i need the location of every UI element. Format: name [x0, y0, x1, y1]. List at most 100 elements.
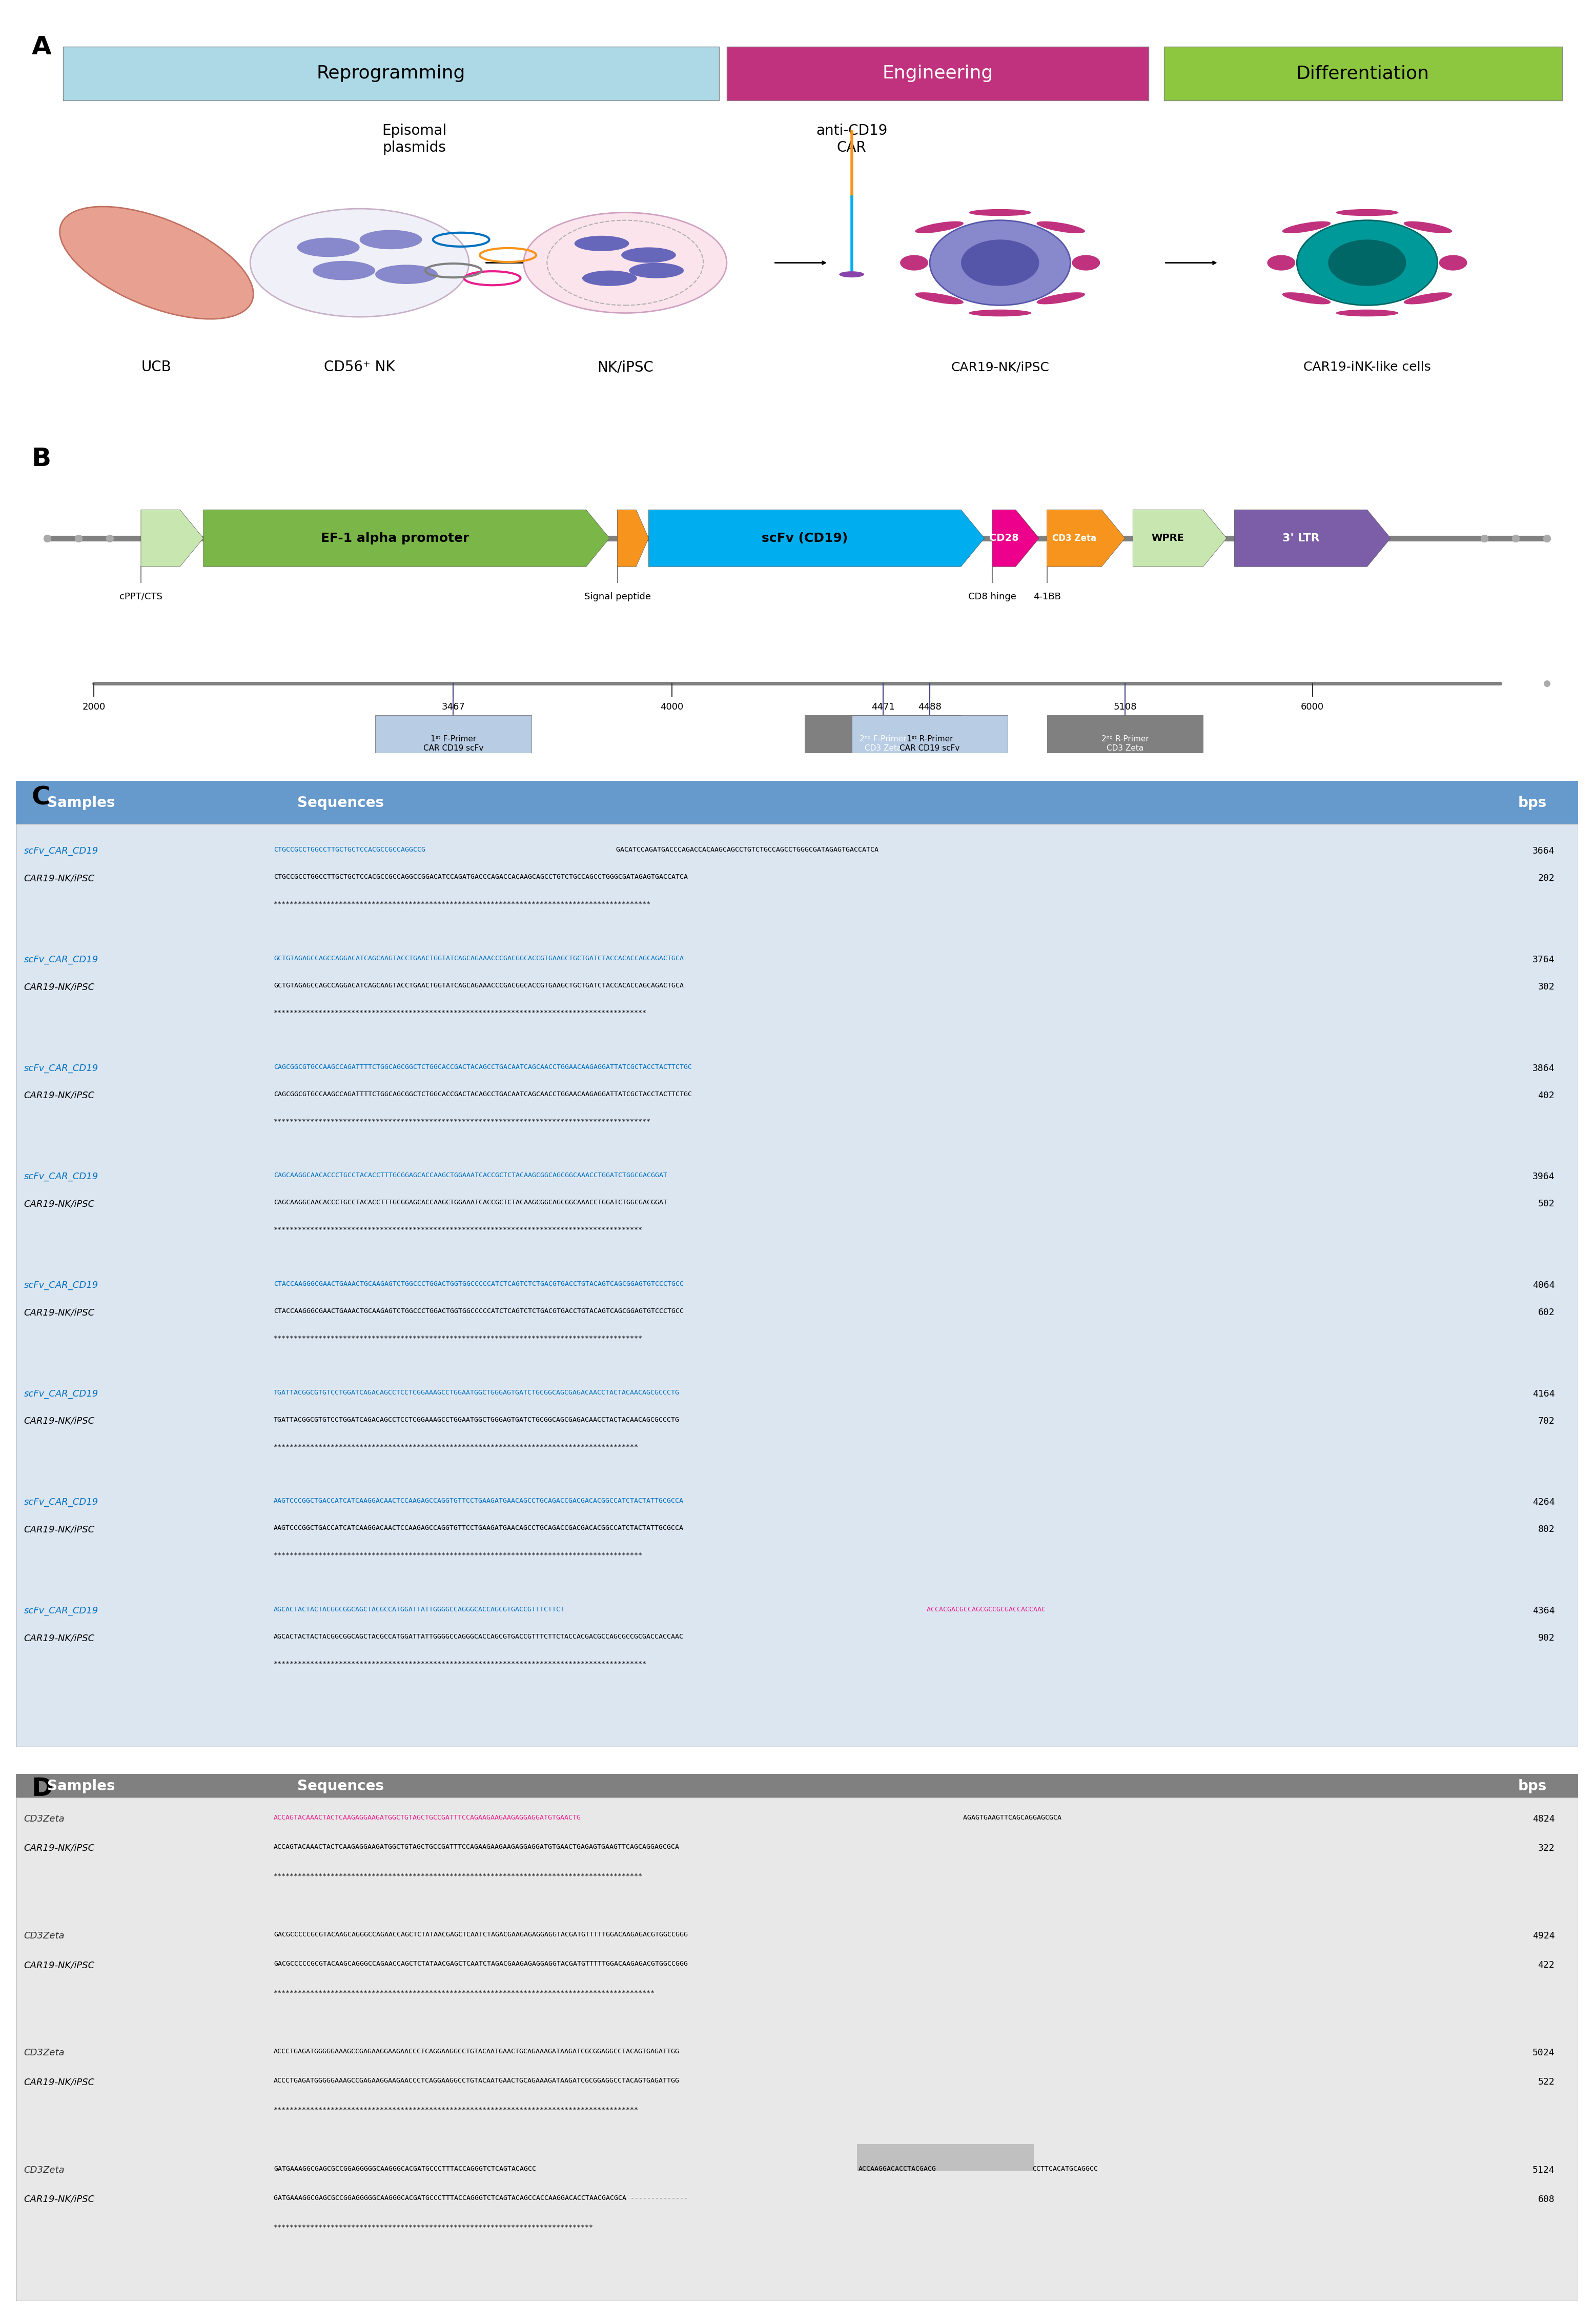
Text: 1ˢᵗ F-Primer
CAR CD19 scFv: 1ˢᵗ F-Primer CAR CD19 scFv	[424, 734, 483, 753]
Ellipse shape	[375, 265, 438, 284]
Text: scFv_CAR_CD19: scFv_CAR_CD19	[24, 1497, 99, 1506]
Text: 6000: 6000	[1301, 702, 1325, 711]
Text: Differentiation: Differentiation	[1296, 65, 1430, 81]
Bar	[858, 2145, 1035, 2171]
Text: ACCCTGAGATGGGGGAAAGCCGAGAAGGAAGAACCCTCAGGAAGGCCTGTACAATGAACTGCAGAAAGATAAGATCGCGG: ACCCTGAGATGGGGGAAAGCCGAGAAGGAAGAACCCTCAG…	[274, 2047, 679, 2054]
Ellipse shape	[1336, 209, 1398, 216]
FancyBboxPatch shape	[851, 716, 1007, 772]
Text: CAR19-NK/iPSC: CAR19-NK/iPSC	[24, 2078, 94, 2087]
Text: A: A	[32, 35, 51, 60]
Text: scFv_CAR_CD19: scFv_CAR_CD19	[24, 955, 99, 964]
Text: CAR19-NK/iPSC: CAR19-NK/iPSC	[24, 1634, 94, 1643]
Text: 2000: 2000	[83, 702, 105, 711]
Polygon shape	[649, 509, 985, 567]
Ellipse shape	[1282, 221, 1331, 232]
Text: 2ⁿᵈ R-Primer
CD3 Zeta: 2ⁿᵈ R-Primer CD3 Zeta	[1101, 734, 1149, 753]
Text: scFv_CAR_CD19: scFv_CAR_CD19	[24, 1390, 99, 1399]
Text: scFv_CAR_CD19: scFv_CAR_CD19	[24, 846, 99, 855]
Ellipse shape	[523, 211, 727, 314]
Text: GATGAAAGGCGAGCGCCGGAGGGGGCAAGGGCACGATGCCCTTTACCAGGGTCTCAGTACAGCC: GATGAAAGGCGAGCGCCGGAGGGGGCAAGGGCACGATGCC…	[274, 2166, 536, 2173]
Text: 3467: 3467	[442, 702, 465, 711]
Text: 522: 522	[1538, 2078, 1554, 2087]
Text: ********************************************************************************: ****************************************…	[274, 902, 650, 909]
Ellipse shape	[1036, 293, 1086, 304]
Text: CAR19-NK/iPSC: CAR19-NK/iPSC	[952, 360, 1049, 374]
Text: 5108: 5108	[1113, 702, 1137, 711]
Text: bps: bps	[1517, 1778, 1546, 1794]
Text: TGATTACGGCGTGTCCTGGATCAGACAGCCTCCTCGGAAAGCCTGGAATGGCTGGGAGTGATCTGCGGCAGCGAGACAAC: TGATTACGGCGTGTCCTGGATCAGACAGCCTCCTCGGAAA…	[274, 1415, 679, 1422]
Ellipse shape	[1267, 256, 1296, 270]
Text: 3764: 3764	[1532, 955, 1554, 964]
Text: 4924: 4924	[1532, 1931, 1554, 1941]
Text: C: C	[32, 786, 51, 811]
Ellipse shape	[969, 209, 1031, 216]
Text: CD3Zeta: CD3Zeta	[24, 1931, 64, 1941]
Text: CAR19-NK/iPSC: CAR19-NK/iPSC	[24, 1308, 94, 1318]
Text: Reprogramming: Reprogramming	[317, 65, 465, 81]
Text: CAGCGGCGTGCCAAGCCAGATTTTCTGGCAGCGGCTCTGGCACCGACTACAGCCTGACAATCAGCAACCTGGAACAAGAG: CAGCGGCGTGCCAAGCCAGATTTTCTGGCAGCGGCTCTGG…	[274, 1064, 692, 1071]
Ellipse shape	[250, 209, 469, 316]
Text: AGCACTACTACTACGGCGGCAGCTACGCCATGGATTATTGGGGCCAGGGCACCAGCGTGACCGTTTCTTCT: AGCACTACTACTACGGCGGCAGCTACGCCATGGATTATTG…	[274, 1606, 564, 1613]
Text: CAR19-NK/iPSC: CAR19-NK/iPSC	[24, 983, 94, 992]
Text: anti-CD19
CAR: anti-CD19 CAR	[816, 123, 888, 156]
Text: CAR19-iNK-like cells: CAR19-iNK-like cells	[1304, 360, 1431, 374]
Text: bps: bps	[1517, 795, 1546, 811]
Text: CAGCAAGGCAACACCCTGCCTACACCTTTGCGGAGCACCAAGCTGGAAATCACCGCTCTACAAGCGGCAGCGGCAAACCT: CAGCAAGGCAACACCCTGCCTACACCTTTGCGGAGCACCA…	[274, 1171, 668, 1178]
Text: 4-1BB: 4-1BB	[1033, 593, 1060, 602]
Text: 902: 902	[1538, 1634, 1554, 1643]
Text: 702: 702	[1538, 1415, 1554, 1425]
Text: 802: 802	[1538, 1525, 1554, 1534]
Text: scFv_CAR_CD19: scFv_CAR_CD19	[24, 1281, 99, 1290]
Text: ACCAGTACAAACTACTCAAGAGGAAGATGGCTGTAGCTGCCGATTTCCAGAAGAAGAAGAGGAGGATGTGAACTG: ACCAGTACAAACTACTCAAGAGGAAGATGGCTGTAGCTGC…	[274, 1815, 582, 1822]
Polygon shape	[1234, 509, 1390, 567]
Ellipse shape	[915, 293, 963, 304]
Text: CD3Zeta: CD3Zeta	[24, 2047, 64, 2057]
Text: 4064: 4064	[1532, 1281, 1554, 1290]
Text: 422: 422	[1538, 1961, 1554, 1971]
Polygon shape	[1133, 509, 1227, 567]
Text: CD3Zeta: CD3Zeta	[24, 2166, 64, 2175]
Text: B: B	[32, 446, 51, 472]
Text: ACCAGTACAAACTACTCAAGAGGAAGATGGCTGTAGCTGCCGATTTCCAGAAGAAGAAGAGGAGGATGTGAACTGAGAGT: ACCAGTACAAACTACTCAAGAGGAAGATGGCTGTAGCTGC…	[274, 1843, 679, 1850]
Ellipse shape	[961, 239, 1039, 286]
Text: WPRE: WPRE	[1151, 532, 1184, 544]
Ellipse shape	[360, 230, 422, 249]
Text: Sequences: Sequences	[296, 795, 384, 811]
Text: CAGCGGCGTGCCAAGCCAGATTTTCTGGCAGCGGCTCTGGCACCGACTACAGCCTGACAATCAGCAACCTGGAACAAGAG: CAGCGGCGTGCCAAGCCAGATTTTCTGGCAGCGGCTCTGG…	[274, 1090, 692, 1097]
Text: 4164: 4164	[1532, 1390, 1554, 1399]
Bar	[727, 46, 1148, 100]
Text: 502: 502	[1538, 1199, 1554, 1208]
Polygon shape	[140, 509, 204, 567]
Text: CAR19-NK/iPSC: CAR19-NK/iPSC	[24, 1525, 94, 1534]
Ellipse shape	[1336, 309, 1398, 316]
Text: ******************************************************************************: ****************************************…	[274, 2224, 593, 2231]
Text: AAGTCCCGGCTGACCATCATCAAGGACAACTCCAAGAGCCAGGTGTTCCTGAAGATGAACAGCCTGCAGACCGACGACAC: AAGTCCCGGCTGACCATCATCAAGGACAACTCCAAGAGCC…	[274, 1525, 684, 1532]
Text: Episomal
plasmids: Episomal plasmids	[383, 123, 446, 156]
Text: ********************************************************************************: ****************************************…	[274, 2108, 639, 2113]
Text: Samples: Samples	[48, 1778, 115, 1794]
Text: AGAGTGAAGTTCAGCAGGAGCGCA: AGAGTGAAGTTCAGCAGGAGCGCA	[960, 1815, 1062, 1822]
Ellipse shape	[915, 221, 963, 232]
Text: CD3Zeta: CD3Zeta	[24, 1815, 64, 1824]
Ellipse shape	[622, 246, 676, 263]
Ellipse shape	[929, 221, 1071, 304]
Text: AGCACTACTACTACGGCGGCAGCTACGCCATGGATTATTGGGGCCAGGGCACCAGCGTGACCGTTTCTTCTACCACGACG: AGCACTACTACTACGGCGGCAGCTACGCCATGGATTATTG…	[274, 1634, 684, 1641]
Text: GATGAAAGGCGAGCGCCGGAGGGGGCAAGGGCACGATGCCCTTTACCAGGGTCTCAGTACAGCCACCAAGGACACCTAAC: GATGAAAGGCGAGCGCCGGAGGGGGCAAGGGCACGATGCC…	[274, 2194, 689, 2201]
Bar	[16, 1773, 1578, 1799]
Text: ********************************************************************************: ****************************************…	[274, 1334, 642, 1341]
Ellipse shape	[1036, 221, 1086, 232]
Text: ********************************************************************************: ****************************************…	[274, 1873, 642, 1880]
Text: 3664: 3664	[1532, 846, 1554, 855]
Polygon shape	[1047, 509, 1125, 567]
Text: 322: 322	[1538, 1843, 1554, 1852]
Text: cPPT/CTS: cPPT/CTS	[120, 593, 163, 602]
Text: ACCCTGAGATGGGGGAAAGCCGAGAAGGAAGAACCCTCAGGAAGGCCTGTACAATGAACTGCAGAAAGATAAGATCGCGG: ACCCTGAGATGGGGGAAAGCCGAGAAGGAAGAACCCTCAG…	[274, 2078, 679, 2085]
Text: D: D	[32, 1776, 53, 1801]
Text: scFv (CD19): scFv (CD19)	[762, 532, 848, 544]
Text: 4000: 4000	[660, 702, 684, 711]
Ellipse shape	[1439, 256, 1466, 270]
Ellipse shape	[1071, 256, 1100, 270]
Circle shape	[838, 272, 864, 277]
Text: 5124: 5124	[1532, 2166, 1554, 2175]
Text: TGATTACGGCGTGTCCTGGATCAGACAGCCTCCTCGGAAAGCCTGGAATGGCTGGGAGTGATCTGCGGCAGCGAGACAAC: TGATTACGGCGTGTCCTGGATCAGACAGCCTCCTCGGAAA…	[274, 1390, 679, 1397]
